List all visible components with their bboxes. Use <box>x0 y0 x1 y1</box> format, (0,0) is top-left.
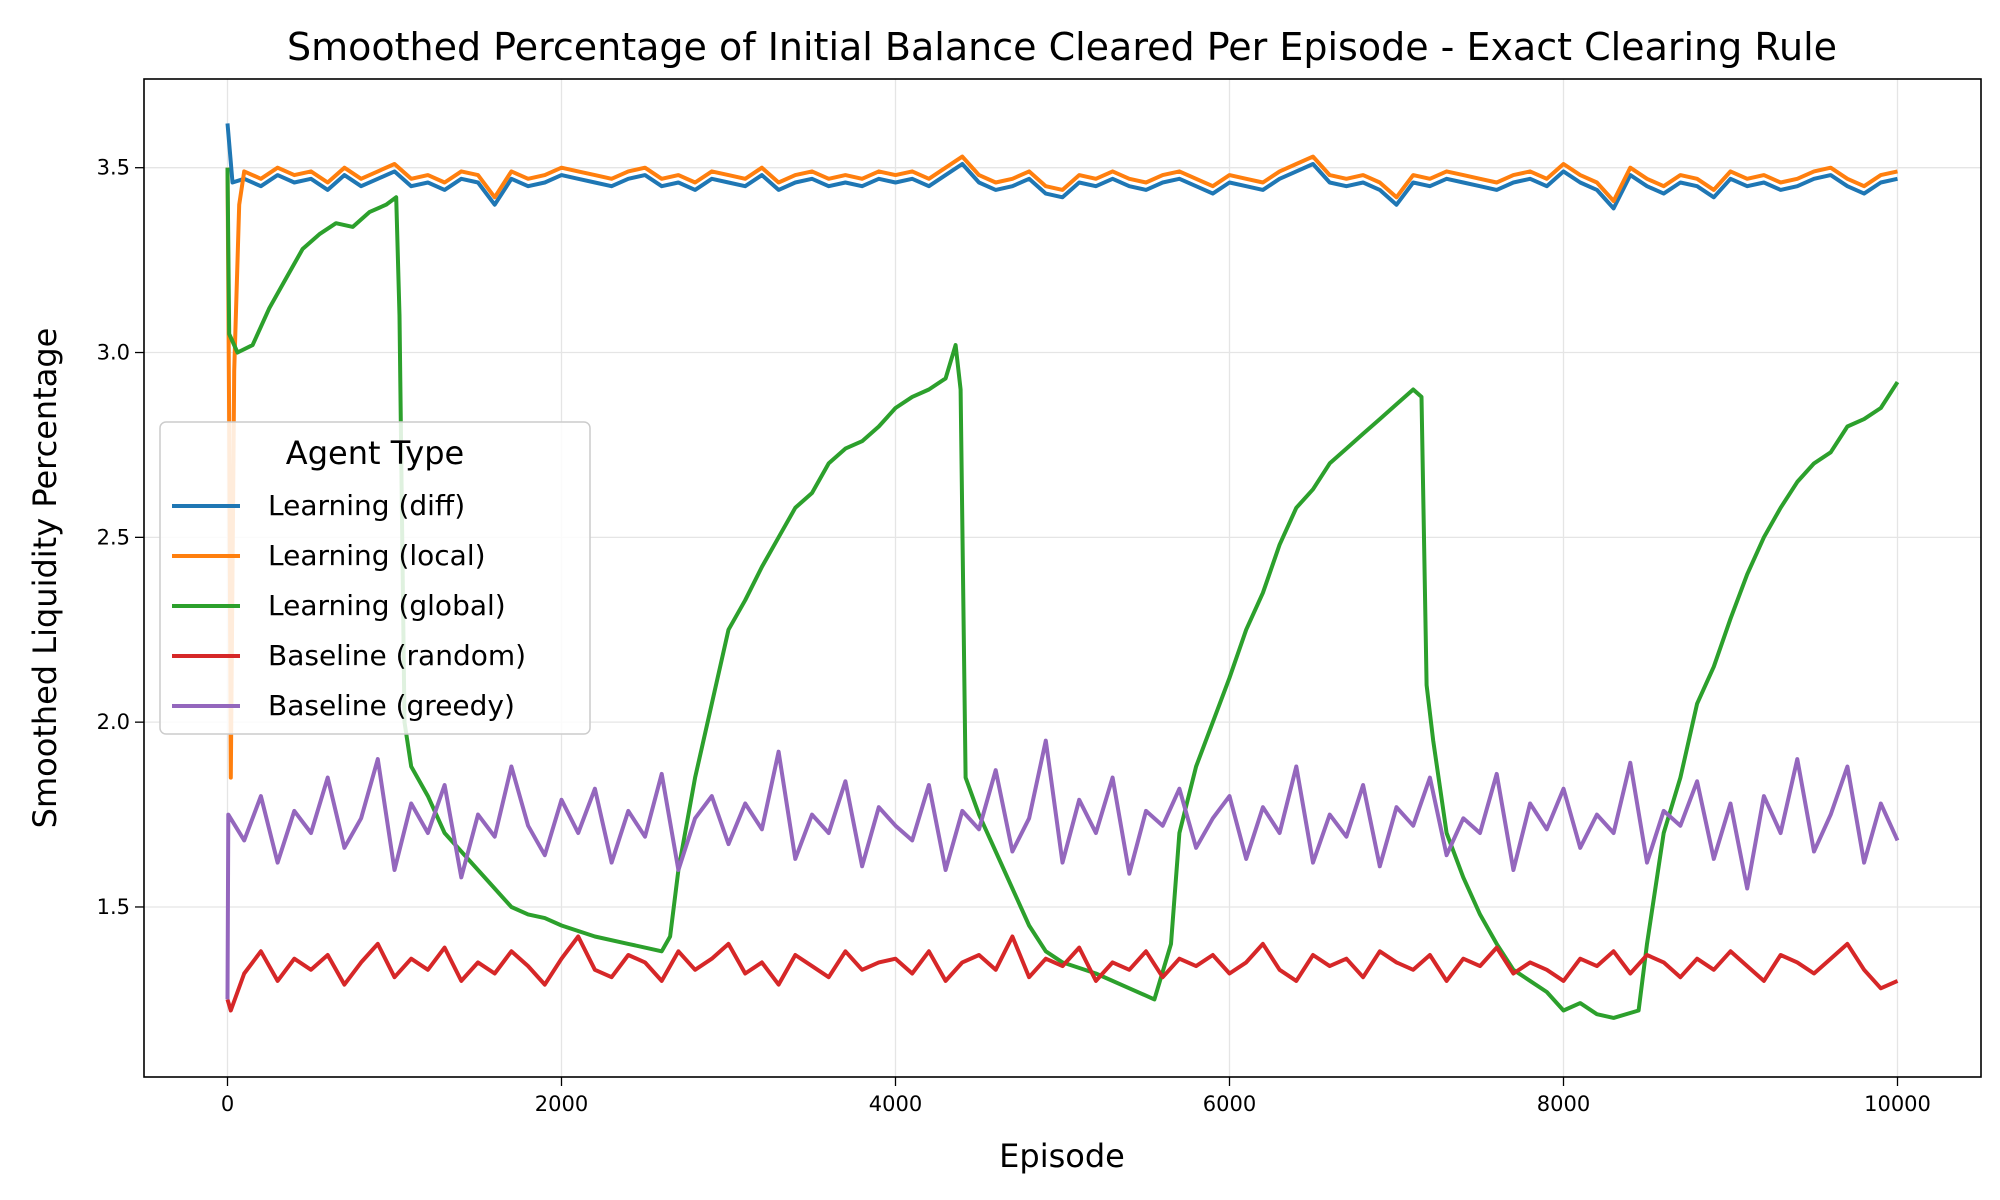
y-tick-label: 2.5 <box>97 525 130 549</box>
legend-label-learning-global: Learning (global) <box>268 589 506 622</box>
x-axis: 0 2000 4000 6000 8000 10000 <box>221 1077 1931 1116</box>
y-tick-label: 3.5 <box>97 156 130 180</box>
x-tick-label: 10000 <box>1864 1092 1931 1116</box>
grid <box>144 79 1981 1077</box>
series-line-baseline-greedy <box>225 738 1900 1000</box>
x-tick-label: 6000 <box>1203 1092 1256 1116</box>
legend-label-learning-diff: Learning (diff) <box>268 489 465 522</box>
y-axis: 1.5 2.0 2.5 3.0 3.5 <box>97 156 144 919</box>
legend-box <box>159 421 591 735</box>
x-tick-label: 8000 <box>1537 1092 1590 1116</box>
series-line-learning-diff <box>225 123 1898 211</box>
legend: Agent Type Learning (diff) Learning (loca… <box>159 421 591 735</box>
plot-frame <box>143 78 1982 1078</box>
x-tick-label: 2000 <box>535 1092 588 1116</box>
x-axis-label: Episode <box>999 1137 1125 1175</box>
legend-label-learning-local: Learning (local) <box>268 539 486 572</box>
series-line-learning-global <box>225 167 1900 1020</box>
legend-label-baseline-greedy: Baseline (greedy) <box>268 689 515 722</box>
y-axis-label: Smoothed Liquidity Percentage <box>26 328 64 829</box>
series-line-learning-local <box>225 154 1898 780</box>
x-tick-label: 0 <box>221 1092 234 1116</box>
chart-title: Smoothed Percentage of Initial Balance C… <box>287 25 1837 69</box>
y-tick-label: 2.0 <box>97 710 130 734</box>
legend-title: Agent Type <box>286 434 464 472</box>
series-line-baseline-random <box>225 934 1899 1013</box>
series-lines <box>225 123 1900 1020</box>
y-tick-label: 3.0 <box>97 341 130 365</box>
x-tick-label: 4000 <box>869 1092 922 1116</box>
y-tick-label: 1.5 <box>97 895 130 919</box>
legend-label-baseline-random: Baseline (random) <box>268 639 526 672</box>
